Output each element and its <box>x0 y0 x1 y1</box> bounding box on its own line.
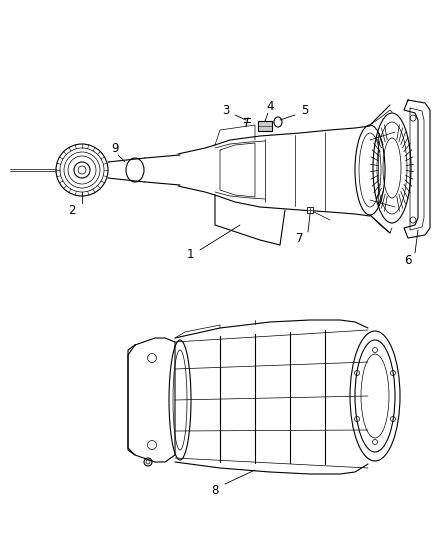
Text: 8: 8 <box>211 483 219 497</box>
Text: 7: 7 <box>296 231 304 245</box>
Text: 6: 6 <box>404 254 412 266</box>
Text: 1: 1 <box>186 248 194 262</box>
Text: 5: 5 <box>301 103 309 117</box>
Bar <box>258 121 272 131</box>
Text: 9: 9 <box>111 141 119 155</box>
Text: 2: 2 <box>68 204 76 216</box>
Text: 3: 3 <box>223 103 230 117</box>
Text: 4: 4 <box>266 101 274 114</box>
